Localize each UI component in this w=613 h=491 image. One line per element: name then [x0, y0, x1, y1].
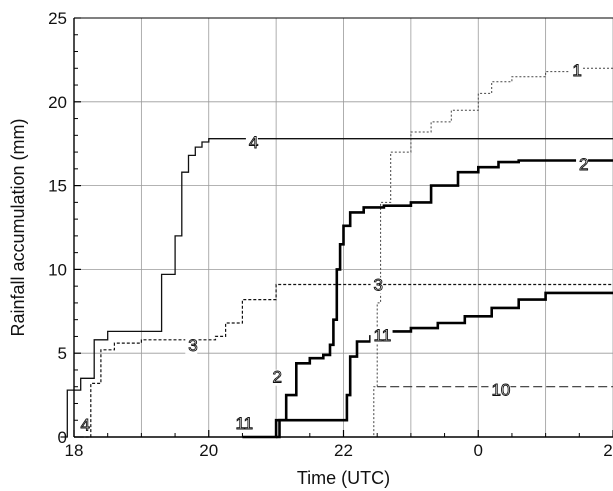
series-label-bg: [185, 337, 198, 354]
y-tick-label: 10: [48, 260, 67, 279]
series-labels: 1 2 3 3 4 4 2 11 11 10: [77, 61, 589, 435]
series-line-1: [363, 67, 613, 438]
x-tick-label: 2: [603, 441, 612, 460]
series-label-bg: [569, 62, 582, 79]
series-label: 1: [572, 61, 581, 80]
y-tick-label: 25: [48, 9, 67, 28]
series-line-4: [60, 138, 613, 438]
x-tick-label: 0: [474, 441, 483, 460]
series-label-bg: [488, 382, 511, 399]
series-label-bg: [269, 369, 282, 386]
series-label-bg: [370, 277, 383, 294]
x-tick-label: 18: [65, 441, 84, 460]
series-line-3: [80, 283, 613, 438]
y-axis-title: Rainfall accumulation (mm): [8, 118, 28, 336]
series-label: 2: [272, 368, 281, 387]
series-label: 11: [374, 326, 392, 345]
y-tick-label: 5: [58, 344, 67, 363]
series-label-bg: [232, 415, 255, 432]
series-label-bg: [370, 327, 393, 344]
x-tick-label: 20: [199, 441, 218, 460]
x-tick-label: 22: [334, 441, 353, 460]
series-label: 4: [80, 415, 89, 434]
series-label: 2: [579, 155, 588, 174]
series-label: 4: [249, 133, 258, 152]
series-label: 10: [491, 380, 510, 399]
y-tick-label: 20: [48, 93, 67, 112]
y-tick-label: 15: [48, 177, 67, 196]
series-label-bg: [576, 156, 589, 173]
series-label-bg: [245, 135, 258, 152]
series-label: 11: [235, 414, 253, 433]
series-label: 3: [374, 276, 383, 295]
series-label-bg: [77, 417, 90, 434]
y-tick-label: 0: [58, 428, 67, 447]
series-line-2: [276, 159, 613, 439]
x-axis-title: Time (UTC): [297, 468, 390, 488]
series-label: 3: [188, 336, 197, 355]
